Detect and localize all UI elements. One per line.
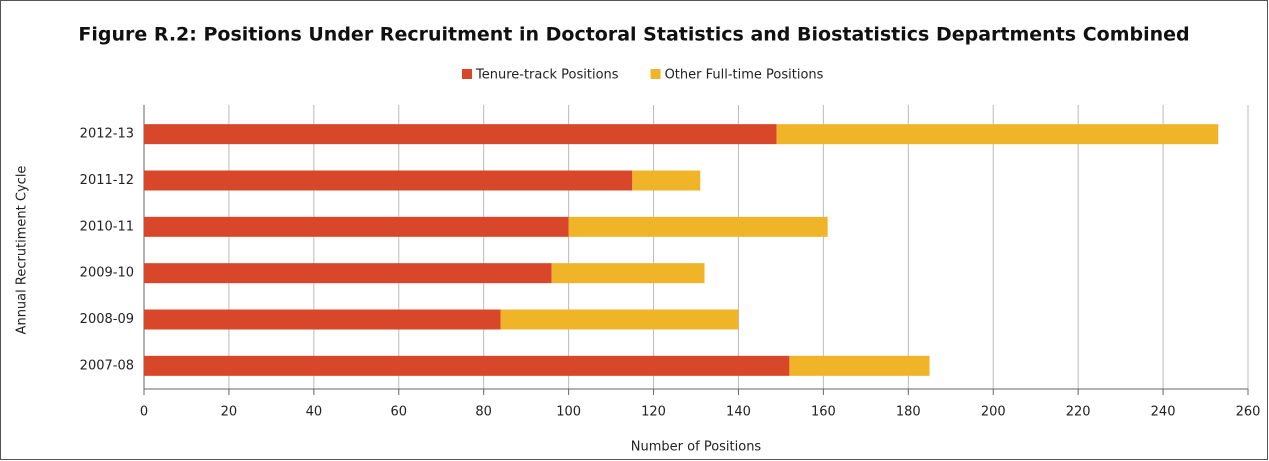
x-tick-label: 60 [390, 405, 407, 420]
bar-segment [144, 355, 790, 376]
x-tick-label: 160 [811, 405, 836, 420]
y-axis-label: Annual Recrutiment Cycle [15, 166, 30, 335]
x-tick-label: 240 [1151, 405, 1176, 420]
legend-swatch [462, 69, 472, 79]
y-tick-label: 2007-08 [80, 358, 134, 373]
bar-segment [500, 309, 739, 330]
bar-segment [144, 170, 633, 191]
y-tick-label: 2008-09 [80, 312, 134, 327]
x-tick-label: 180 [896, 405, 921, 420]
x-tick-label: 100 [556, 405, 581, 420]
x-tick-label: 40 [306, 405, 323, 420]
x-tick-label: 120 [641, 405, 666, 420]
y-tick-label: 2010-11 [80, 219, 134, 234]
bar-segment [632, 170, 701, 191]
legend-label: Tenure-track Positions [475, 68, 619, 83]
bar-segment [776, 124, 1219, 145]
bar-segment [144, 216, 569, 237]
bar-segment [144, 309, 501, 330]
legend-label: Other Full-time Positions [665, 68, 824, 83]
x-tick-label: 140 [726, 405, 751, 420]
legend-swatch [650, 69, 661, 79]
bar-segment [789, 355, 930, 376]
y-tick-label: 2011-12 [80, 173, 134, 188]
y-tick-label: 2012-13 [80, 127, 134, 142]
y-tick-label: 2009-10 [80, 266, 134, 281]
x-axis-label: Number of Positions [631, 440, 762, 455]
x-tick-label: 200 [981, 405, 1006, 420]
bar-segment [144, 263, 552, 284]
bar-segment [551, 263, 705, 284]
x-tick-label: 260 [1236, 405, 1261, 420]
bar-segment [568, 216, 828, 237]
chart-title: Figure R.2: Positions Under Recruitment … [78, 24, 1189, 46]
x-tick-label: 80 [475, 405, 492, 420]
x-tick-label: 20 [221, 405, 238, 420]
x-tick-label: 0 [140, 405, 148, 420]
x-tick-label: 220 [1066, 405, 1091, 420]
bar-segment [144, 124, 777, 145]
